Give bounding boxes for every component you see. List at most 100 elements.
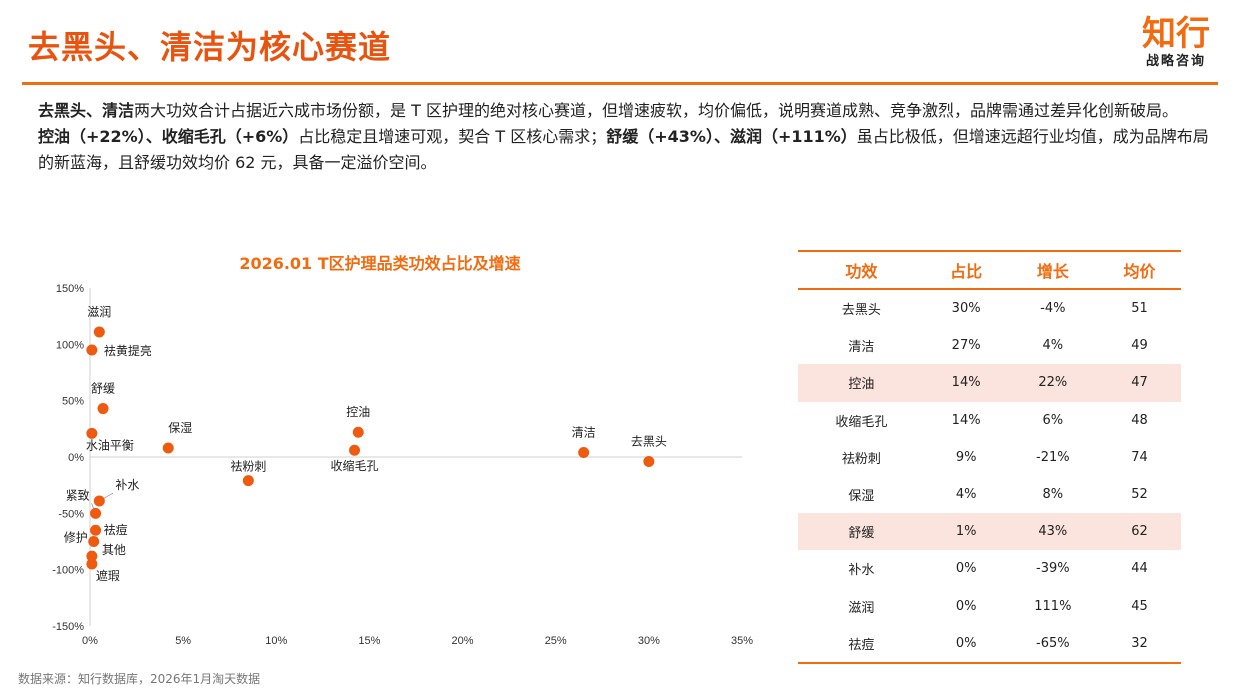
table-cell: 祛粉刺 <box>841 451 881 467</box>
data-point <box>88 536 100 547</box>
table-row: 祛痘 0% -65% 32 <box>798 625 1181 663</box>
data-point <box>242 475 254 487</box>
data-point-label: 祛黄提亮 <box>104 343 152 358</box>
table-cell: 48 <box>1131 412 1148 428</box>
table-cell: 控油 <box>798 364 925 402</box>
data-point <box>162 442 174 454</box>
summary-p2-text-1: 占比稳定且增速可观，契合 T 区核心需求； <box>298 127 607 146</box>
table-cell: 30% <box>951 301 981 317</box>
data-point-label: 修护 <box>64 530 88 545</box>
brand-logo: 知行 战略咨询 <box>1142 14 1210 70</box>
data-point <box>578 446 590 458</box>
table-cell: 0% <box>955 561 977 577</box>
summary-paragraph-1: 去黑头、清洁两大功效合计占据近六成市场份额，是 T 区护理的绝对核心赛道，但增速… <box>38 98 1210 124</box>
table-header-cell: 功效 <box>845 262 878 281</box>
table-cell: 4% <box>1042 338 1064 354</box>
summary-p2-text-2: 虽占比极低，但增速远超行业均值，成为品牌布局的新蓝海，且舒缓功效均价 62 元，… <box>38 127 1209 172</box>
table-row: 补水 0% -39% 44 <box>798 550 1181 587</box>
table-cell: 14% <box>924 364 1008 402</box>
data-point <box>643 456 655 468</box>
data-point-label: 补水 <box>115 478 139 492</box>
x-tick-label: 0% <box>82 635 98 647</box>
summary-p2-bold-2: 舒缓（+43%）、滋润（+111%） <box>606 127 857 146</box>
data-point <box>86 550 98 562</box>
table-cell: 4% <box>955 487 977 503</box>
data-point-label: 遮瑕 <box>96 568 120 583</box>
data-point <box>90 524 102 536</box>
table-cell: 0% <box>955 635 977 651</box>
table-cell: 去黑头 <box>841 303 881 319</box>
table-cell: 滋润 <box>848 600 875 616</box>
data-point <box>97 403 109 415</box>
data-point <box>349 444 361 456</box>
table-cell: 9% <box>955 449 977 465</box>
table-cell: 52 <box>1131 487 1148 503</box>
table-cell: -21% <box>1036 449 1070 465</box>
summary-p1-bold: 去黑头、清洁 <box>38 101 135 120</box>
y-tick-label: -150% <box>52 621 84 633</box>
table-cell: 14% <box>951 412 981 428</box>
table-cell: 74 <box>1131 449 1148 465</box>
data-point-label: 祛粉刺 <box>230 460 266 474</box>
summary-paragraph-2: 控油（+22%）、收缩毛孔（+6%）占比稳定且增速可观，契合 T 区核心需求；舒… <box>38 124 1210 176</box>
table-cell: 保湿 <box>848 489 875 505</box>
table-cell: 44 <box>1131 561 1148 577</box>
table-cell: 1% <box>924 513 1008 551</box>
table-cell: 51 <box>1131 301 1148 317</box>
table-cell: 收缩毛孔 <box>835 414 888 430</box>
y-tick-label: 150% <box>56 283 84 295</box>
table-cell: -39% <box>1036 561 1070 577</box>
x-tick-label: 10% <box>265 635 287 647</box>
data-point-label: 控油 <box>346 405 370 419</box>
x-tick-label: 20% <box>452 635 474 647</box>
table-cell: 32 <box>1131 635 1148 651</box>
scatter-chart: 150% 100% 50% 0% -50% -100% -150% 0% 5% 10% 15% 20%… <box>52 283 753 647</box>
data-point <box>93 495 105 507</box>
table-cell: 45 <box>1131 598 1148 614</box>
x-tick-label: 25% <box>545 635 567 647</box>
table-cell: 祛痘 <box>848 637 875 653</box>
table-cell: 49 <box>1131 338 1148 354</box>
data-source-note: 数据来源：知行数据库，2026年1月淘天数据 <box>18 672 261 686</box>
data-point <box>86 344 98 356</box>
logo-main-text: 知行 <box>1142 14 1210 54</box>
data-point-label: 舒缓 <box>91 382 115 396</box>
data-point-label: 清洁 <box>572 425 596 439</box>
data-point <box>93 326 105 338</box>
y-tick-label: 50% <box>62 396 84 408</box>
table-cell: 8% <box>1042 487 1064 503</box>
data-point-label: 紧致 <box>66 488 90 502</box>
y-tick-label: -50% <box>58 508 84 520</box>
title-divider <box>22 82 1218 85</box>
data-point <box>352 426 364 438</box>
table-cell: 补水 <box>848 563 875 579</box>
y-tick-label: -100% <box>52 565 84 577</box>
summary-text: 去黑头、清洁两大功效合计占据近六成市场份额，是 T 区护理的绝对核心赛道，但增速… <box>38 98 1210 176</box>
data-point-label: 滋润 <box>87 305 111 319</box>
x-tick-label: 35% <box>731 635 753 647</box>
table-cell: 舒缓 <box>798 513 925 551</box>
table-row: 控油 14% 22% 47 <box>798 364 1181 402</box>
table-header-cell: 占比 <box>950 262 983 281</box>
table-cell: 47 <box>1098 364 1181 402</box>
table-cell: 62 <box>1098 513 1181 551</box>
data-point-label: 其他 <box>102 543 126 557</box>
data-point-label: 水油平衡 <box>86 438 134 452</box>
summary-p1-text: 两大功效合计占据近六成市场份额，是 T 区护理的绝对核心赛道，但增速疲软，均价偏… <box>134 101 1178 120</box>
x-tick-label: 30% <box>638 635 660 647</box>
table-body: 去黑头 30% -4% 51 清洁 27% 4% 49 控油 14% 22% 47 收缩毛孔 14% 6% 4… <box>798 289 1181 663</box>
table-header-cell: 增长 <box>1036 262 1069 281</box>
data-point-label: 收缩毛孔 <box>331 458 379 473</box>
data-point-label: 去黑头 <box>631 435 667 449</box>
chart-title: 2026.01 T区护理品类功效占比及增速 <box>239 254 521 273</box>
table-cell: -65% <box>1036 635 1070 651</box>
data-point-label: 保湿 <box>168 420 192 435</box>
summary-p2-bold-1: 控油（+22%）、收缩毛孔（+6%） <box>38 127 299 146</box>
x-tick-label: 5% <box>175 635 191 647</box>
table-cell: 43% <box>1007 513 1099 551</box>
data-point <box>86 427 98 439</box>
logo-sub-text: 战略咨询 <box>1145 54 1206 69</box>
table-header-row: 功效 占比 增长 均价 <box>798 251 1181 289</box>
table-row: 祛粉刺 9% -21% 74 <box>798 439 1181 476</box>
table-cell: 清洁 <box>848 340 875 356</box>
